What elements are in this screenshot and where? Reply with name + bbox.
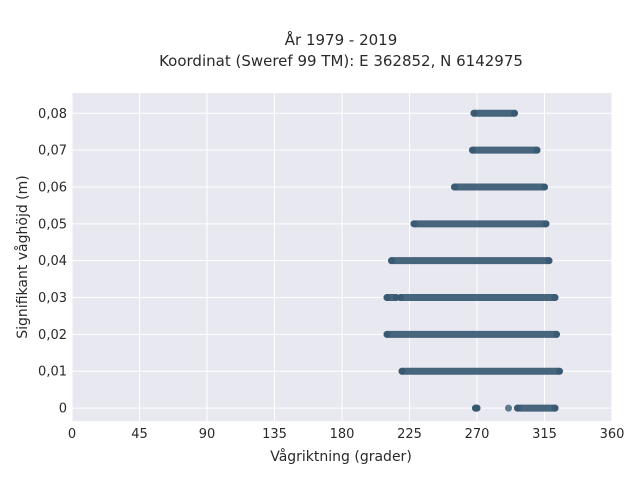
data-point xyxy=(410,220,418,228)
y-tick-label: 0,03 xyxy=(38,291,67,306)
data-point xyxy=(505,404,512,412)
x-tick-label: 180 xyxy=(330,427,355,442)
data-point xyxy=(533,146,541,154)
data-point xyxy=(473,404,481,412)
data-point xyxy=(514,404,521,412)
x-tick-label: 45 xyxy=(131,427,148,442)
y-tick-label: 0,08 xyxy=(38,107,67,122)
x-axis-ticks: 0 45 90 135 180 225 270 315 360 xyxy=(68,427,625,442)
data-point xyxy=(397,294,404,302)
data-point xyxy=(551,294,559,302)
data-point xyxy=(451,183,458,191)
x-tick-label: 90 xyxy=(199,427,216,442)
data-point xyxy=(511,109,518,117)
y-tick-label: 0,04 xyxy=(38,254,67,269)
y-tick-label: 0,07 xyxy=(38,144,67,159)
data-point xyxy=(545,257,553,265)
y-tick-label: 0 xyxy=(59,402,67,417)
data-point xyxy=(556,367,563,375)
x-tick-label: 225 xyxy=(397,427,422,442)
x-tick-label: 270 xyxy=(465,427,490,442)
data-point xyxy=(470,109,478,117)
y-axis-title: Signifikant våghöjd (m) xyxy=(14,175,31,338)
y-tick-label: 0,05 xyxy=(38,217,67,232)
chart-title-line1: År 1979 - 2019 xyxy=(285,30,398,49)
data-points xyxy=(383,109,563,412)
data-point xyxy=(469,146,476,154)
data-point xyxy=(383,330,391,338)
data-point xyxy=(553,330,560,338)
data-point xyxy=(541,183,548,191)
x-tick-label: 0 xyxy=(68,427,76,442)
x-axis-title: Vågriktning (grader) xyxy=(270,448,412,465)
y-axis-ticks: 0 0,01 0,02 0,03 0,04 0,05 0,06 0,07 0,08 xyxy=(38,107,67,417)
y-tick-label: 0,06 xyxy=(38,180,67,195)
x-tick-label: 315 xyxy=(532,427,557,442)
y-tick-label: 0,02 xyxy=(38,328,67,343)
x-tick-label: 360 xyxy=(600,427,625,442)
data-point xyxy=(383,294,391,302)
data-point xyxy=(551,404,559,412)
data-point xyxy=(542,220,550,228)
data-point xyxy=(388,257,395,265)
y-tick-label: 0,01 xyxy=(38,365,67,380)
data-point xyxy=(398,367,406,375)
x-tick-label: 135 xyxy=(262,427,287,442)
chart-title-line2: Koordinat (Sweref 99 TM): E 362852, N 61… xyxy=(159,52,523,70)
